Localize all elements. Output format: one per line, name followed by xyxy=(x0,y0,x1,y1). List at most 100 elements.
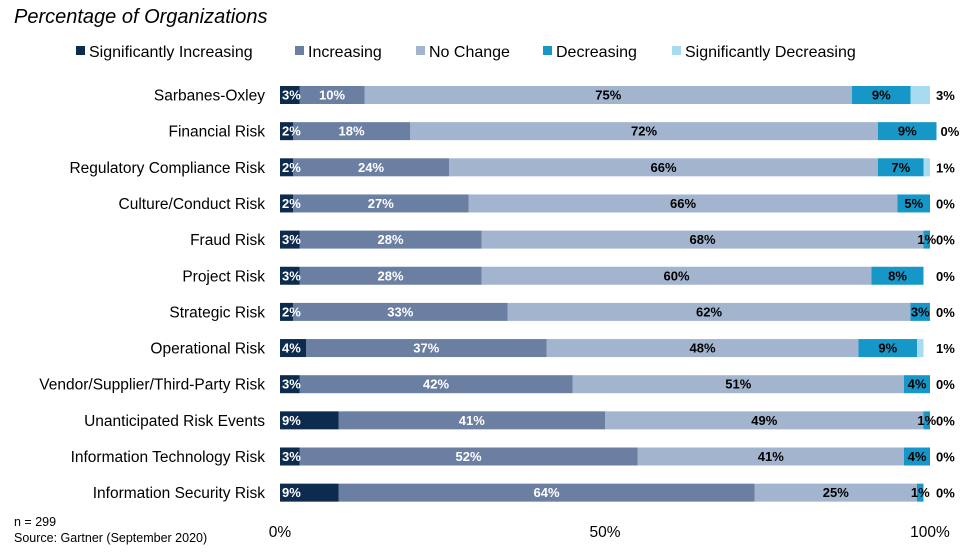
data-label-decreasing: 4% xyxy=(908,449,927,464)
bar-segment-increasing xyxy=(338,411,605,430)
footnotes: n = 299 Source: Gartner (September 2020) xyxy=(14,515,207,545)
bar-segment-decreasing xyxy=(904,447,930,466)
bar-segment-significantly-increasing xyxy=(280,411,339,430)
bar-segment-increasing xyxy=(338,483,755,502)
legend-label-increasing: Increasing xyxy=(308,44,382,61)
data-label-decreasing: 8% xyxy=(888,268,907,283)
bar-segment-increasing xyxy=(293,158,449,177)
data-label-decreasing: 9% xyxy=(872,88,891,103)
bar-labels: 3% 10% 75% 9% 3% 2% 18% 72% 9% 0% 2% 24% 66% 7% 1% 2% 27… xyxy=(282,88,960,501)
category-label-operational-risk: Operational Risk xyxy=(150,341,265,358)
data-label-significantly-decreasing: 0% xyxy=(936,269,955,284)
x-tick-label: 100% xyxy=(910,524,950,541)
data-label-significantly-increasing: 2% xyxy=(282,160,301,175)
data-label-no-change: 68% xyxy=(689,232,715,247)
data-label-increasing: 52% xyxy=(455,449,481,464)
data-label-increasing: 37% xyxy=(413,341,439,356)
bar-segment-significantly-increasing xyxy=(280,230,300,249)
data-label-decreasing: 9% xyxy=(898,124,917,139)
data-label-no-change: 60% xyxy=(663,268,689,283)
legend-label-decreasing: Decreasing xyxy=(556,44,637,61)
data-label-decreasing: 5% xyxy=(904,196,923,211)
bar-segment-decreasing xyxy=(852,86,911,104)
data-label-no-change: 49% xyxy=(751,413,777,428)
bar-segment-significantly-decreasing xyxy=(910,86,930,104)
bar-segment-no-change xyxy=(572,375,904,394)
data-label-significantly-decreasing: 0% xyxy=(936,413,955,428)
bar-segment-significantly-decreasing xyxy=(923,158,930,177)
x-tick-label: 0% xyxy=(269,524,292,541)
data-label-no-change: 25% xyxy=(823,485,849,500)
data-label-significantly-increasing: 3% xyxy=(282,449,301,464)
data-label-significantly-increasing: 3% xyxy=(282,88,301,103)
bar-segment-no-change xyxy=(637,447,904,466)
category-label-project-risk: Project Risk xyxy=(182,268,265,285)
data-label-significantly-increasing: 3% xyxy=(282,377,301,392)
data-label-increasing: 18% xyxy=(338,124,364,139)
data-label-no-change: 41% xyxy=(758,449,784,464)
bar-segment-no-change xyxy=(546,339,859,358)
bar-segment-no-change xyxy=(481,230,924,249)
bar-segment-significantly-increasing xyxy=(280,483,339,502)
category-label-culture-conduct-risk: Culture/Conduct Risk xyxy=(119,196,266,213)
data-label-increasing: 41% xyxy=(459,413,485,428)
category-label-regulatory-compliance-risk: Regulatory Compliance Risk xyxy=(69,160,265,177)
data-label-no-change: 66% xyxy=(670,196,696,211)
data-label-significantly-increasing: 4% xyxy=(282,341,301,356)
bar-segment-decreasing xyxy=(871,266,924,285)
bar-segment-significantly-increasing xyxy=(280,122,293,141)
legend-label-significantly-decreasing: Significantly Decreasing xyxy=(685,44,856,61)
data-label-significantly-increasing: 2% xyxy=(282,124,301,139)
bar-segment-decreasing xyxy=(904,375,930,394)
legend-swatch-no-change xyxy=(416,46,425,55)
category-label-information-security-risk: Information Security Risk xyxy=(93,485,266,502)
data-label-increasing: 64% xyxy=(533,485,559,500)
legend-label-no-change: No Change xyxy=(429,44,510,61)
legend-swatch-increasing xyxy=(295,46,304,55)
data-label-increasing: 27% xyxy=(368,196,394,211)
bar-segment-increasing xyxy=(299,447,638,466)
sample-size-note: n = 299 xyxy=(14,515,56,529)
data-label-decreasing: 1% xyxy=(917,232,936,247)
bar-segment-decreasing xyxy=(923,230,930,249)
data-label-decreasing: 7% xyxy=(891,160,910,175)
data-label-significantly-decreasing: 0% xyxy=(936,450,955,465)
data-label-decreasing: 1% xyxy=(917,413,936,428)
data-label-significantly-increasing: 2% xyxy=(282,196,301,211)
bar-segment-decreasing xyxy=(917,483,924,502)
bar-segment-increasing xyxy=(299,86,365,104)
legend-label-significantly-increasing: Significantly Increasing xyxy=(89,44,253,61)
bar-segment-increasing xyxy=(299,266,482,285)
legend-swatch-significantly-decreasing xyxy=(672,46,681,55)
bar-segment-no-change xyxy=(481,266,872,285)
source-note: Source: Gartner (September 2020) xyxy=(14,531,207,545)
bar-segment-no-change xyxy=(449,158,878,177)
category-label-information-technology-risk: Information Technology Risk xyxy=(71,449,266,466)
data-label-increasing: 28% xyxy=(377,268,403,283)
data-label-significantly-decreasing: 0% xyxy=(936,486,955,501)
bar-segment-decreasing xyxy=(878,122,937,141)
data-label-no-change: 51% xyxy=(725,377,751,392)
data-label-significantly-decreasing: 1% xyxy=(936,341,955,356)
bar-segment-significantly-increasing xyxy=(280,194,293,213)
data-label-increasing: 24% xyxy=(358,160,384,175)
bar-segment-significantly-increasing xyxy=(280,302,293,321)
data-label-significantly-decreasing: 0% xyxy=(941,124,960,139)
data-label-significantly-decreasing: 0% xyxy=(936,305,955,320)
bar-segment-increasing xyxy=(299,230,482,249)
bar-segment-significantly-increasing xyxy=(280,447,300,466)
data-label-increasing: 10% xyxy=(319,88,345,103)
data-label-significantly-increasing: 9% xyxy=(282,413,301,428)
legend: Significantly Increasing Increasing No Cha… xyxy=(76,44,856,61)
bar-segment-increasing xyxy=(293,302,508,321)
category-label-sarbanes-oxley: Sarbanes-Oxley xyxy=(154,88,265,105)
bar-segment-significantly-increasing xyxy=(280,86,300,104)
bar-segment-increasing xyxy=(306,339,547,358)
bar-segment-increasing xyxy=(293,194,469,213)
bar-segment-significantly-increasing xyxy=(280,158,293,177)
data-label-significantly-increasing: 2% xyxy=(282,304,301,319)
category-label-fraud-risk: Fraud Risk xyxy=(190,232,265,249)
bar-segment-no-change xyxy=(410,122,878,141)
data-label-decreasing: 9% xyxy=(878,341,897,356)
